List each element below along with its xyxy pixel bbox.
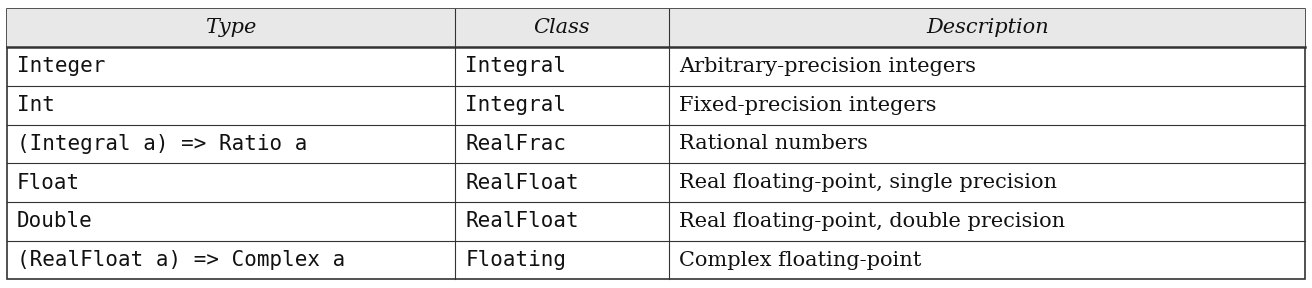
Text: Type: Type bbox=[205, 18, 256, 37]
Text: RealFloat: RealFloat bbox=[466, 173, 579, 193]
Text: RealFrac: RealFrac bbox=[466, 134, 567, 154]
Text: (Integral a) => Ratio a: (Integral a) => Ratio a bbox=[17, 134, 307, 154]
Text: RealFloat: RealFloat bbox=[466, 211, 579, 231]
Text: Arbitrary-precision integers: Arbitrary-precision integers bbox=[680, 57, 976, 76]
Text: Fixed-precision integers: Fixed-precision integers bbox=[680, 96, 937, 115]
Text: (RealFloat a) => Complex a: (RealFloat a) => Complex a bbox=[17, 250, 345, 270]
Text: Double: Double bbox=[17, 211, 93, 231]
Text: Integral: Integral bbox=[466, 56, 567, 76]
Text: Integral: Integral bbox=[466, 95, 567, 115]
Text: Integer: Integer bbox=[17, 56, 105, 76]
Text: Class: Class bbox=[534, 18, 590, 37]
Text: Floating: Floating bbox=[466, 250, 567, 270]
Bar bbox=[7, 9, 1305, 47]
Text: Description: Description bbox=[926, 18, 1048, 37]
Text: Int: Int bbox=[17, 95, 55, 115]
Text: Complex floating-point: Complex floating-point bbox=[680, 251, 922, 270]
Text: Real floating-point, single precision: Real floating-point, single precision bbox=[680, 173, 1057, 192]
Text: Float: Float bbox=[17, 173, 80, 193]
Text: Rational numbers: Rational numbers bbox=[680, 134, 869, 154]
Text: Real floating-point, double precision: Real floating-point, double precision bbox=[680, 212, 1065, 231]
